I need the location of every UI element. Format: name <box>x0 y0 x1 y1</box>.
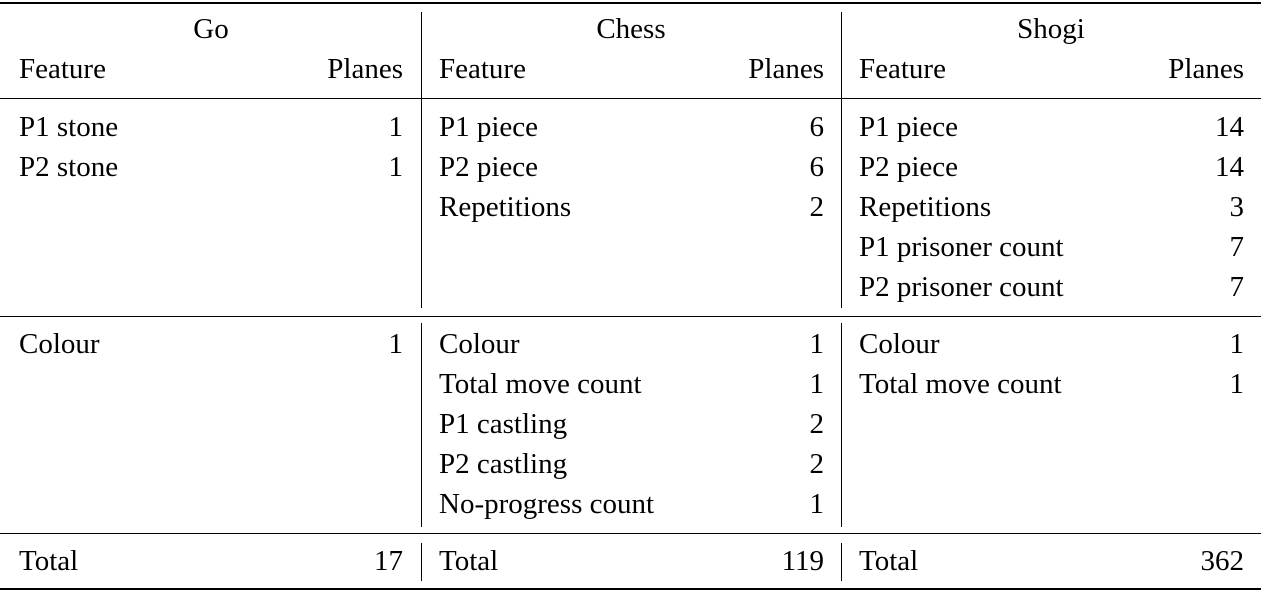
total-label: Total <box>859 545 919 577</box>
planes-count: 6 <box>809 151 825 183</box>
planes-count: 2 <box>809 408 825 440</box>
planes-count: 1 <box>388 151 404 183</box>
total-label: Total <box>439 545 499 577</box>
column-divider <box>421 543 422 581</box>
planes-count: 7 <box>1229 231 1245 263</box>
total-label: Total <box>19 545 79 577</box>
column-divider <box>841 12 842 308</box>
header-rule <box>0 98 1261 99</box>
feature-name: Total move count <box>859 368 1062 400</box>
planes-count: 1 <box>1229 328 1245 360</box>
planes-count: 1 <box>388 111 404 143</box>
planes-column-header: Planes <box>748 53 824 85</box>
planes-column-header: Planes <box>1168 53 1244 85</box>
planes-count: 1 <box>1229 368 1245 400</box>
game-name-header: Go <box>193 13 229 45</box>
feature-name: P1 stone <box>19 111 119 143</box>
feature-name: P2 stone <box>19 151 119 183</box>
top-rule <box>0 2 1261 4</box>
feature-name: Colour <box>19 328 100 360</box>
feature-name: Repetitions <box>859 191 992 223</box>
feature-name: P1 prisoner count <box>859 231 1064 263</box>
total-value: 119 <box>781 545 824 577</box>
total-value: 362 <box>1200 545 1245 577</box>
feature-column-header: Feature <box>439 53 526 85</box>
column-divider <box>421 12 422 308</box>
feature-column-header: Feature <box>859 53 946 85</box>
game-name-header: Shogi <box>1017 13 1085 45</box>
planes-count: 1 <box>809 368 825 400</box>
column-divider <box>841 323 842 527</box>
planes-count: 1 <box>809 488 825 520</box>
section-rule-constant <box>0 533 1261 534</box>
feature-name: No-progress count <box>439 488 655 520</box>
planes-count: 1 <box>388 328 404 360</box>
bottom-rule <box>0 588 1261 590</box>
planes-count: 2 <box>809 191 825 223</box>
game-name-header: Chess <box>596 13 666 45</box>
planes-count: 14 <box>1215 151 1244 183</box>
feature-name: Repetitions <box>439 191 572 223</box>
section-rule-history <box>0 316 1261 317</box>
planes-count: 3 <box>1229 191 1245 223</box>
feature-name: Colour <box>859 328 940 360</box>
column-divider <box>421 323 422 527</box>
feature-name: P2 castling <box>439 448 568 480</box>
total-value: 17 <box>374 545 403 577</box>
feature-name: P2 prisoner count <box>859 271 1064 303</box>
planes-count: 2 <box>809 448 825 480</box>
planes-count: 6 <box>809 111 825 143</box>
planes-count: 1 <box>809 328 825 360</box>
feature-name: P2 piece <box>859 151 959 183</box>
feature-name: P1 castling <box>439 408 568 440</box>
feature-name: P1 piece <box>859 111 959 143</box>
planes-count: 14 <box>1215 111 1244 143</box>
planes-count: 7 <box>1229 271 1245 303</box>
feature-name: Total move count <box>439 368 642 400</box>
feature-name: P2 piece <box>439 151 539 183</box>
feature-column-header: Feature <box>19 53 106 85</box>
feature-name: Colour <box>439 328 520 360</box>
feature-name: P1 piece <box>439 111 539 143</box>
column-divider <box>841 543 842 581</box>
planes-column-header: Planes <box>327 53 403 85</box>
